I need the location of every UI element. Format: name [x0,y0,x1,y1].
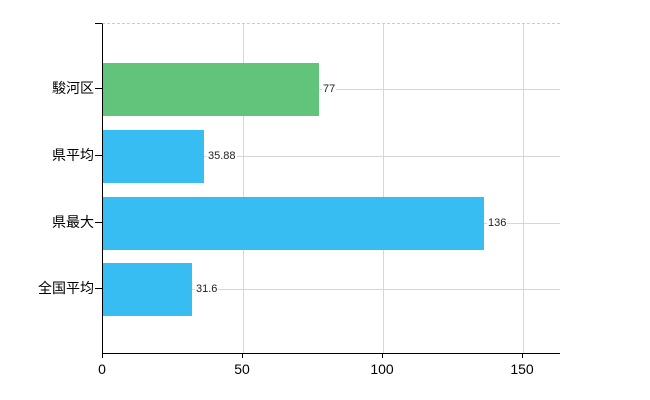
y-axis-tick [95,155,102,156]
bar-全国平均[interactable] [103,263,192,316]
x-tick-label-100: 100 [370,361,394,377]
bar-駿河区[interactable] [103,63,319,116]
plot-area: 77 35.88 136 31.6 [102,23,560,354]
y-axis-top-tick [95,23,102,24]
x-axis-tick [522,354,523,358]
category-label-4: 全国平均 [38,280,94,296]
x-tick-label-150: 150 [510,361,534,377]
category-label-1: 駿河区 [52,80,94,96]
x-axis-tick [102,354,103,358]
x-gridline [383,24,384,353]
category-gridline [103,156,560,157]
x-axis-tick [382,354,383,358]
x-tick-label-50: 50 [234,361,250,377]
y-axis-tick [95,222,102,223]
x-tick-label-0: 0 [98,361,106,377]
x-gridline [243,24,244,353]
bar-県平均[interactable] [103,130,204,183]
x-gridline [523,24,524,353]
bar-value-label: 35.88 [207,149,237,163]
bar-value-label: 136 [487,216,508,230]
x-axis-tick [242,354,243,358]
category-label-2: 県平均 [52,147,94,163]
bar-value-label: 77 [322,82,337,96]
bar-value-label: 31.6 [195,282,219,296]
category-gridline [103,289,560,290]
y-axis-tick [95,88,102,89]
bar-県最大[interactable] [103,197,484,250]
category-label-3: 県最大 [52,214,94,230]
y-axis-tick [95,288,102,289]
